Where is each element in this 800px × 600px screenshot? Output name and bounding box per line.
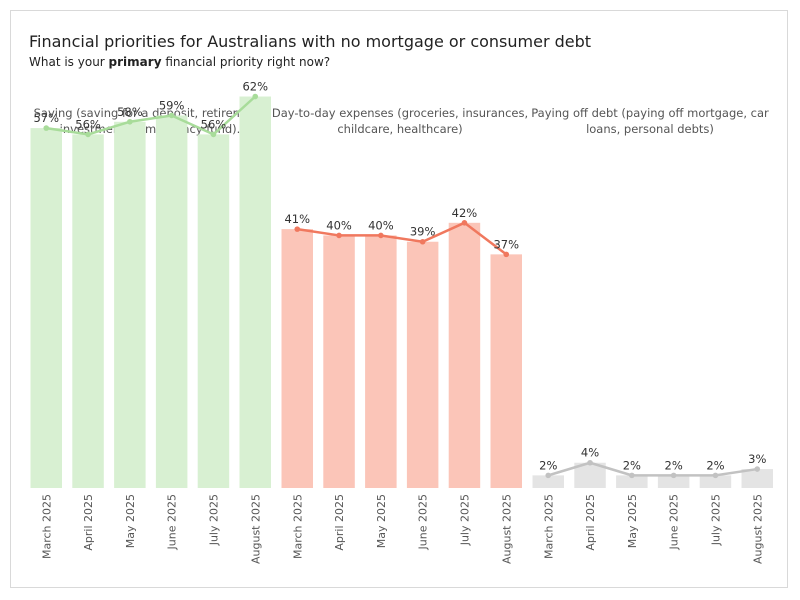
point-panel-2-3: [378, 232, 384, 239]
point-panel-1-3: [127, 118, 133, 125]
subtitle-bold: primary: [108, 55, 162, 69]
tick-label-panel-3-4: June 2025: [668, 494, 681, 550]
value-label-panel-1-2: 56%: [75, 117, 101, 131]
value-label-panel-3-1: 2%: [539, 458, 557, 472]
point-panel-2-5: [461, 220, 468, 226]
tick-label-panel-1-4: June 2025: [166, 494, 179, 550]
value-label-panel-2-1: 41%: [284, 212, 310, 226]
point-panel-1-5: [210, 131, 217, 138]
panel-heading-2-line-1: Day-to-day expenses (groceries, insuranc…: [272, 106, 528, 120]
tick-label-panel-3-3: May 2025: [626, 494, 639, 548]
bar-panel-1-4: [155, 115, 188, 488]
value-label-panel-1-6: 62%: [242, 80, 268, 94]
bar-panel-2-6: [490, 254, 522, 488]
panel-heading-3-line-1: Paying off debt (paying off mortgage, ca…: [531, 106, 769, 120]
value-label-panel-2-4: 39%: [410, 225, 436, 239]
tick-label-panel-1-5: July 2025: [207, 494, 220, 546]
panel-heading-2-line-2: childcare, healthcare): [337, 122, 462, 136]
value-label-panel-2-3: 40%: [368, 218, 394, 232]
tick-label-panel-1-1: March 2025: [40, 494, 53, 559]
tick-label-panel-3-5: July 2025: [709, 494, 722, 546]
trend-line-panel-1: [46, 95, 257, 136]
value-label-panel-1-5: 56%: [201, 117, 227, 131]
bar-panel-2-5: [448, 222, 481, 489]
bar-panel-1-3: [114, 121, 146, 489]
tick-label-panel-3-6: August 2025: [751, 494, 764, 564]
value-label-panel-3-2: 4%: [581, 446, 599, 460]
point-panel-1-1: [43, 125, 50, 131]
point-panel-1-4: [168, 112, 175, 119]
point-panel-3-1: [545, 472, 552, 479]
point-panel-3-6: [754, 466, 761, 472]
bar-panel-3-4: [657, 475, 690, 488]
point-panel-2-6: [503, 251, 510, 258]
value-label-panel-3-4: 2%: [665, 458, 683, 472]
point-panel-2-2: [336, 232, 342, 239]
tick-label-panel-2-1: March 2025: [291, 494, 304, 559]
tick-label-panel-1-2: April 2025: [82, 494, 95, 551]
point-panel-3-5: [712, 472, 719, 479]
point-panel-2-4: [419, 238, 426, 245]
trend-line-panel-2: [297, 221, 508, 256]
bar-panel-3-6: [741, 469, 773, 488]
bar-panel-3-1: [532, 475, 564, 488]
tick-label-panel-2-2: April 2025: [333, 494, 346, 551]
point-panel-3-4: [670, 472, 677, 479]
point-panel-1-6: [252, 93, 259, 100]
bar-panel-2-1: [281, 229, 313, 488]
panel-heading-3-line-2: loans, personal debts): [586, 122, 714, 136]
value-label-panel-3-3: 2%: [623, 458, 641, 472]
chart-title: Financial priorities for Australians wit…: [29, 32, 592, 51]
bar-panel-3-5: [699, 475, 732, 488]
point-panel-3-3: [629, 472, 635, 479]
value-label-panel-1-1: 57%: [33, 111, 59, 125]
bar-panel-2-2: [323, 235, 355, 488]
tick-label-panel-1-3: May 2025: [124, 494, 137, 548]
point-panel-1-2: [85, 131, 91, 138]
tick-label-panel-2-6: August 2025: [500, 494, 513, 564]
bar-panel-2-3: [365, 235, 397, 488]
bar-panel-1-5: [197, 134, 230, 488]
tick-label-panel-2-3: May 2025: [375, 494, 388, 548]
value-label-panel-2-5: 42%: [452, 206, 478, 220]
bar-panel-3-3: [616, 475, 648, 488]
point-panel-3-2: [587, 459, 593, 466]
tick-label-panel-1-6: August 2025: [249, 494, 262, 564]
bar-panel-2-4: [406, 241, 439, 488]
tick-label-panel-2-5: July 2025: [458, 494, 471, 546]
point-panel-2-1: [294, 226, 301, 232]
tick-label-panel-2-4: June 2025: [417, 494, 430, 550]
subtitle-pre: What is your: [29, 55, 109, 69]
bar-panel-1-2: [72, 134, 104, 488]
chart-subtitle: What is your primary financial priority …: [29, 55, 330, 69]
value-label-panel-3-6: 3%: [748, 452, 766, 466]
tick-label-panel-3-2: April 2025: [584, 494, 597, 551]
bar-panel-1-6: [239, 96, 271, 488]
subtitle-post: financial priority right now?: [161, 55, 331, 69]
value-label-panel-1-4: 59%: [159, 98, 185, 112]
value-label-panel-1-3: 58%: [117, 105, 143, 119]
tick-label-panel-3-1: March 2025: [542, 494, 555, 559]
value-label-panel-2-2: 40%: [326, 218, 352, 232]
value-label-panel-3-5: 2%: [706, 458, 724, 472]
trend-line-panel-3: [547, 461, 758, 477]
value-label-panel-2-6: 37%: [493, 237, 519, 251]
bar-panel-1-1: [30, 128, 62, 489]
panel-heading-1-line-1: Saving (saving for a deposit, retirement…: [34, 106, 267, 120]
